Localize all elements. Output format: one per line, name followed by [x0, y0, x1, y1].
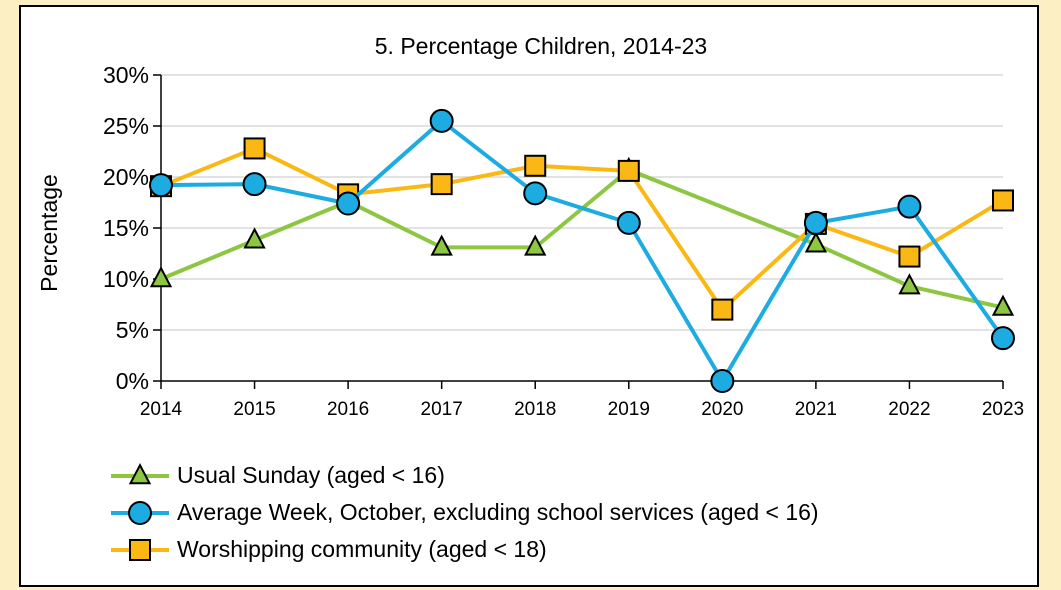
x-tick-label: 2015	[233, 399, 275, 420]
data-point	[242, 172, 267, 197]
y-tick-label: 0%	[116, 368, 149, 394]
data-point	[897, 194, 922, 219]
x-tick-label: 2021	[795, 399, 837, 420]
data-point	[430, 234, 453, 256]
data-point	[524, 154, 547, 177]
line-chart: 5. Percentage Children, 2014-23 Percenta…	[36, 33, 1024, 420]
legend-item: Usual Sunday (aged < 16)	[109, 457, 819, 494]
x-tick-label: 2023	[982, 399, 1024, 420]
data-point	[804, 231, 828, 253]
data-point	[149, 266, 173, 288]
y-tick-label: 5%	[116, 317, 149, 343]
x-tick-label: 2019	[608, 399, 650, 420]
data-point	[991, 294, 1015, 316]
data-point	[617, 159, 640, 182]
data-point	[429, 108, 454, 133]
legend-label: Worshipping community (aged < 18)	[177, 536, 547, 562]
y-tick-label: 15%	[103, 215, 149, 241]
chart-title: 5. Percentage Children, 2014-23	[375, 33, 707, 59]
data-point	[991, 326, 1015, 351]
y-tick-label: 20%	[103, 164, 149, 190]
legend-swatch	[111, 462, 169, 484]
data-point	[711, 298, 734, 321]
legend-item: Average Week, October, excluding school …	[109, 494, 819, 531]
data-point	[616, 210, 641, 235]
data-point	[523, 181, 548, 206]
series-line	[160, 146, 1005, 312]
x-tick-label: 2014	[140, 399, 183, 420]
data-point	[243, 227, 266, 249]
legend-marker	[128, 500, 152, 525]
data-point	[898, 273, 921, 295]
data-point	[430, 173, 453, 196]
y-tick-label: 10%	[103, 266, 149, 292]
chart-frame: 5. Percentage Children, 2014-23 Percenta…	[19, 5, 1039, 587]
x-tick-label: 2017	[421, 399, 463, 420]
x-tick-label: 2022	[888, 399, 930, 420]
legend-marker	[129, 538, 151, 561]
data-point	[803, 210, 828, 235]
series-triangle	[149, 156, 1015, 316]
data-point	[243, 137, 266, 160]
series-circle	[149, 108, 1015, 393]
y-tick-label: 25%	[103, 113, 149, 139]
axes: 0% 5% 10% 15% 20% 25% 30% 2014 2015 2016 2017 2018 2…	[103, 62, 1024, 420]
series-layer	[149, 108, 1015, 393]
legend-marker	[128, 462, 152, 484]
legend-swatch	[111, 538, 169, 561]
data-point	[710, 369, 735, 393]
gridlines	[161, 74, 1003, 331]
x-tick-label: 2016	[327, 399, 369, 420]
y-axis-label: Percentage	[36, 174, 62, 292]
data-point	[336, 191, 361, 216]
y-tick-label: 30%	[103, 62, 149, 88]
legend-swatch	[111, 500, 169, 525]
series-line	[160, 118, 1005, 383]
x-tick-label: 2020	[701, 399, 743, 420]
legend: Usual Sunday (aged < 16) Average Week, Oc…	[109, 457, 819, 568]
legend-label: Average Week, October, excluding school …	[177, 499, 819, 525]
legend-item: Worshipping community (aged < 18)	[109, 531, 819, 568]
data-point	[898, 245, 921, 268]
data-point	[524, 234, 547, 256]
x-tick-label: 2018	[514, 399, 556, 420]
legend-label: Usual Sunday (aged < 16)	[177, 462, 445, 488]
data-point	[992, 189, 1014, 212]
data-point	[149, 173, 173, 198]
